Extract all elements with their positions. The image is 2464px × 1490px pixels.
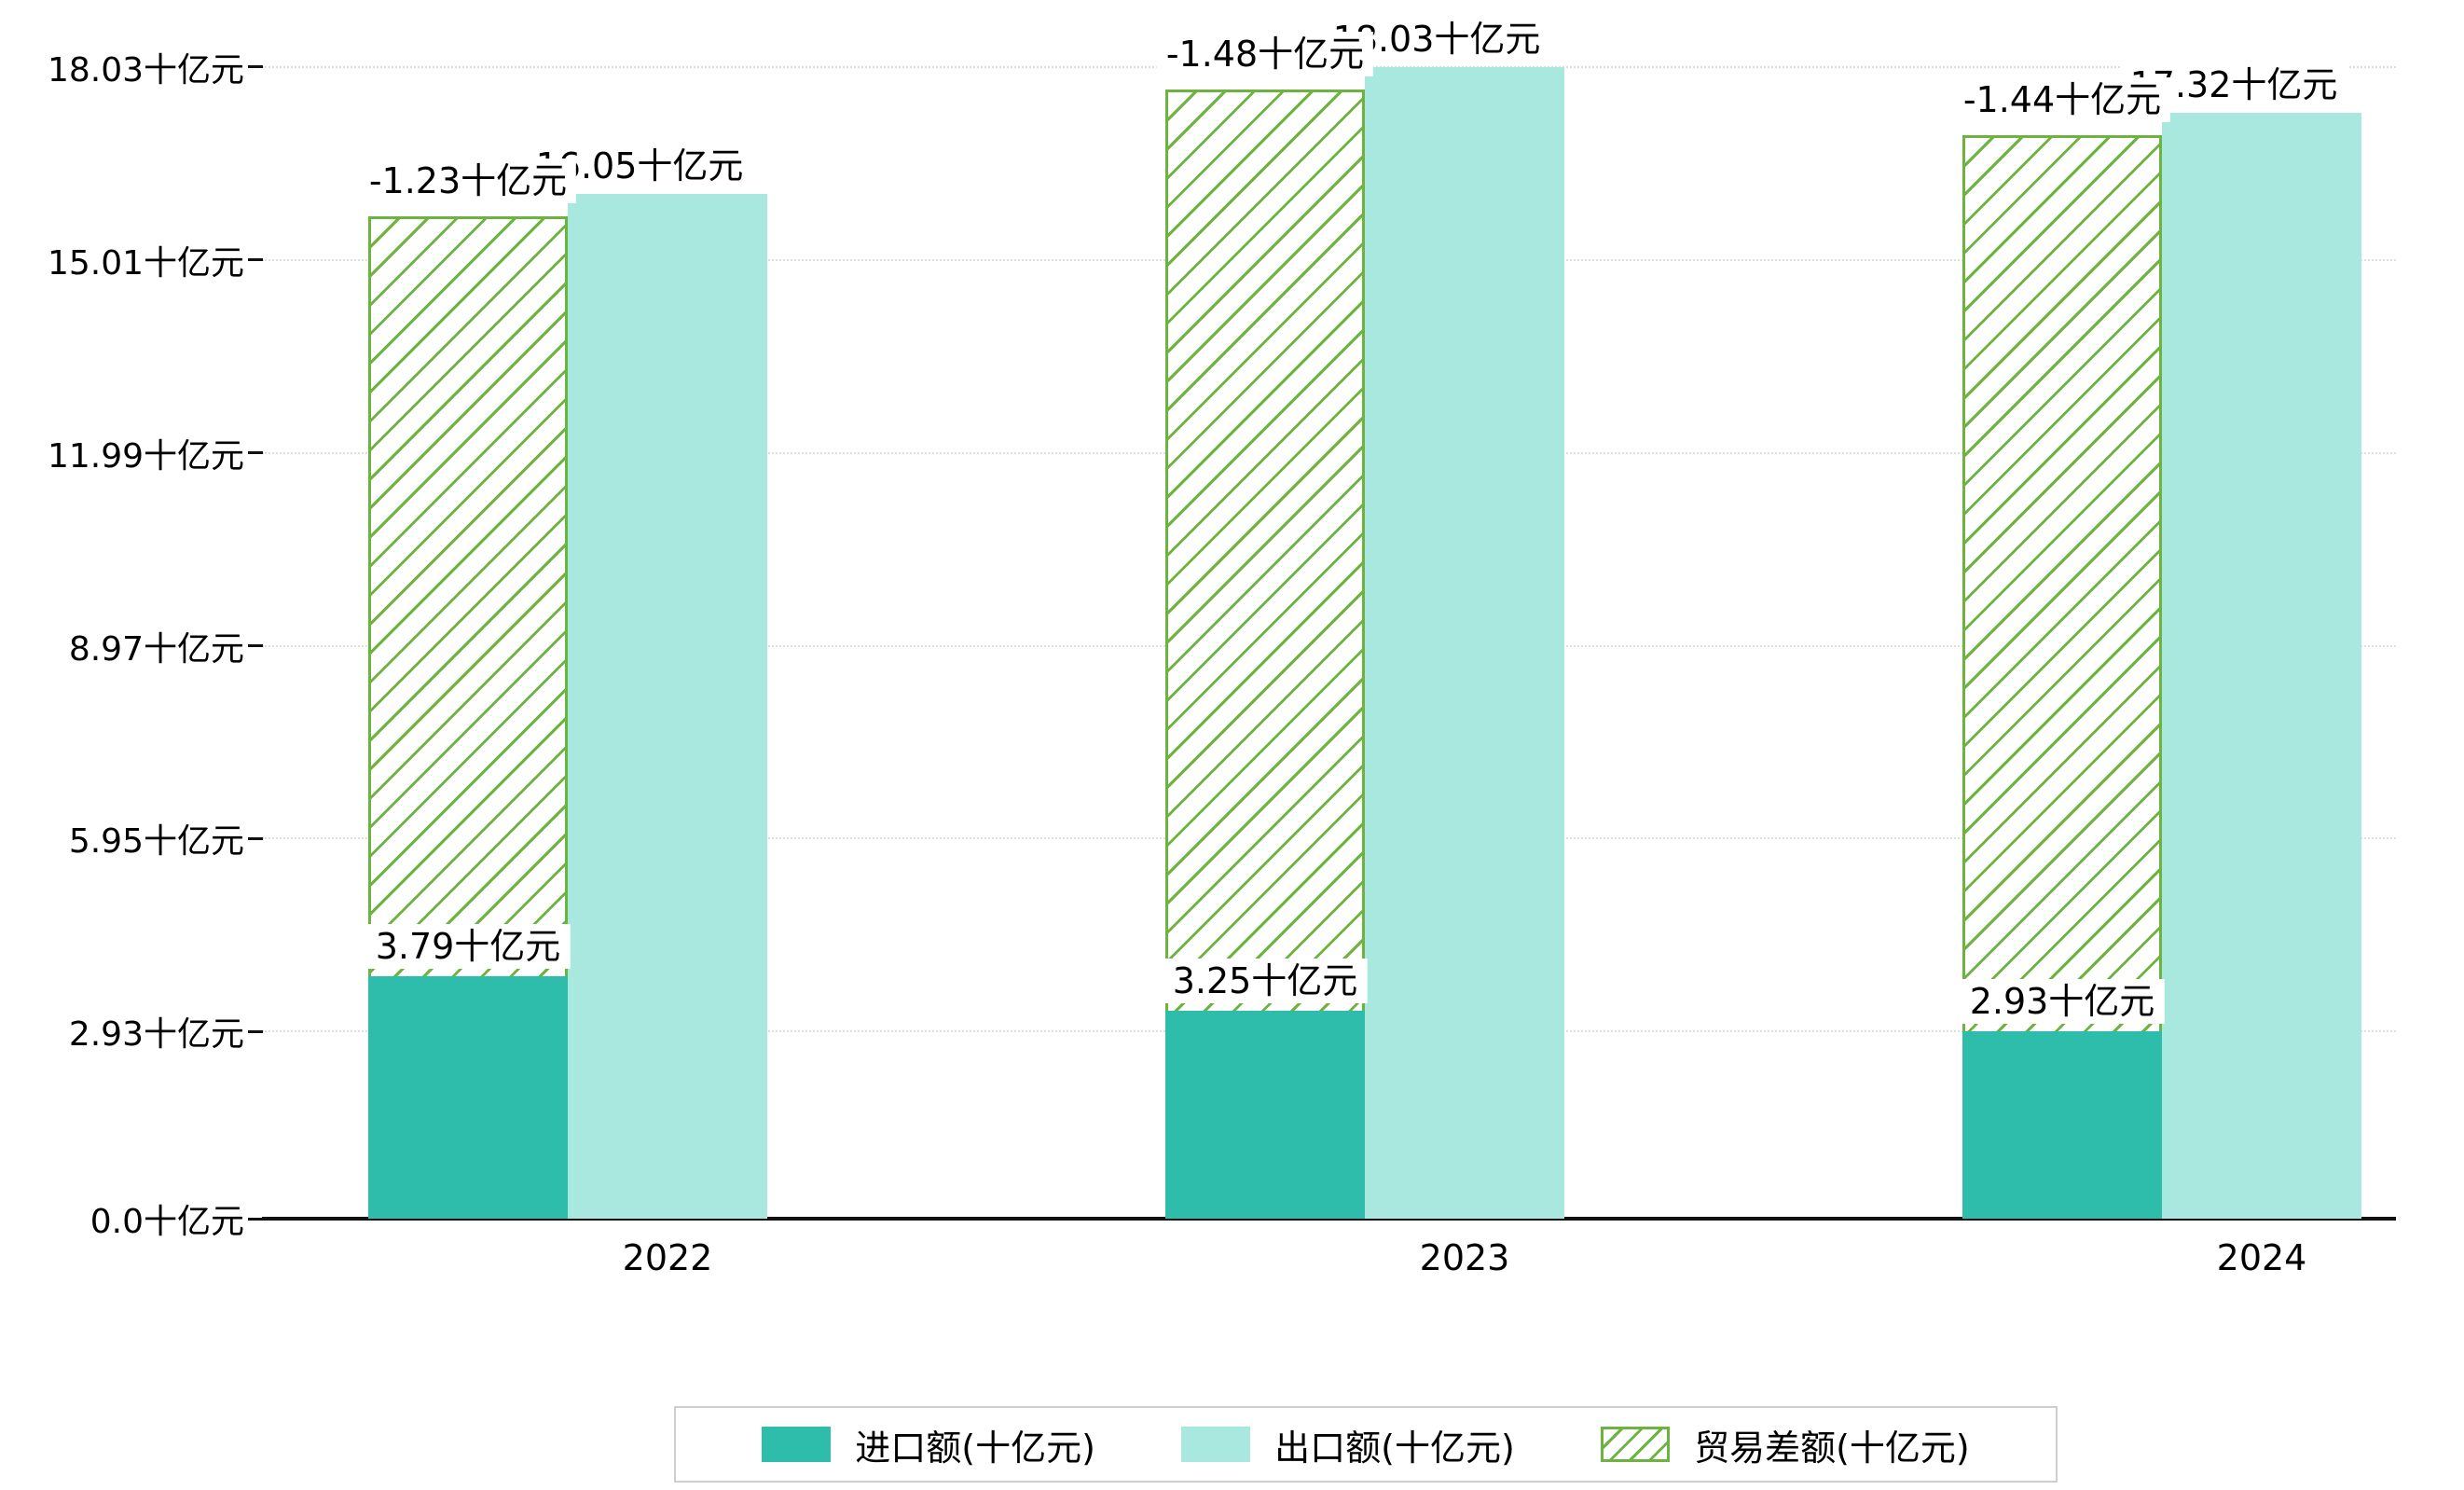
y-tick-mark <box>248 1217 263 1221</box>
y-tick-mark <box>248 65 263 69</box>
export-bar-2022 <box>568 193 767 1219</box>
y-tick-label: 18.03十亿元 <box>47 50 244 90</box>
legend-label: 进口额(十亿元) <box>855 1427 1095 1469</box>
y-tick-mark <box>248 258 263 262</box>
legend-entry-3: 贸易差额(十亿元) <box>1601 1419 1970 1470</box>
x-tick-label-2024: 2024 <box>2216 1237 2307 1278</box>
y-tick-mark <box>248 1029 263 1033</box>
export-bar-2023 <box>1365 66 1564 1219</box>
x-tick-label-2023: 2023 <box>1419 1237 1510 1278</box>
import-value-label: 3.25十亿元 <box>1163 959 1368 1004</box>
color-swatch-icon <box>762 1427 832 1462</box>
x-tick-label-2022: 2022 <box>622 1237 713 1278</box>
legend-entry-1: 进口额(十亿元) <box>762 1419 1095 1470</box>
y-tick-label: 15.01十亿元 <box>47 243 244 283</box>
y-tick-mark <box>248 644 263 648</box>
import-value-label: 3.79十亿元 <box>365 924 571 970</box>
trade-balance-value-label: -1.44十亿元 <box>1953 76 2171 122</box>
y-tick-mark <box>248 451 263 455</box>
y-tick-label: 0.0十亿元 <box>89 1203 244 1241</box>
color-swatch-icon <box>1181 1427 1251 1462</box>
y-tick-label: 11.99十亿元 <box>47 436 244 476</box>
y-tick-label: 8.97十亿元 <box>68 629 244 669</box>
import-value-label: 2.93十亿元 <box>1960 979 2165 1025</box>
legend-entry-2: 出口额(十亿元) <box>1181 1419 1515 1470</box>
y-tick-mark <box>248 836 263 840</box>
legend-label: 出口额(十亿元) <box>1274 1427 1515 1469</box>
y-tick-label: 5.95十亿元 <box>68 822 244 862</box>
legend: 进口额(十亿元) 出口额(十亿元) 贸易差额(十亿元) <box>674 1406 2058 1483</box>
x-axis-line <box>262 1217 2396 1221</box>
y-tick-label: 2.93十亿元 <box>68 1015 244 1055</box>
legend-label: 贸易差额(十亿元) <box>1694 1427 1970 1469</box>
import-bar-2023 <box>1165 1011 1365 1219</box>
hatched-swatch-icon <box>1601 1427 1671 1462</box>
trade-balance-value-label: -1.48十亿元 <box>1156 31 1374 76</box>
import-bar-2022 <box>368 976 568 1219</box>
trade-balance-value-label: -1.23十亿元 <box>359 158 577 203</box>
import-bar-2024 <box>1962 1031 2162 1219</box>
export-bar-2024 <box>2162 112 2361 1219</box>
